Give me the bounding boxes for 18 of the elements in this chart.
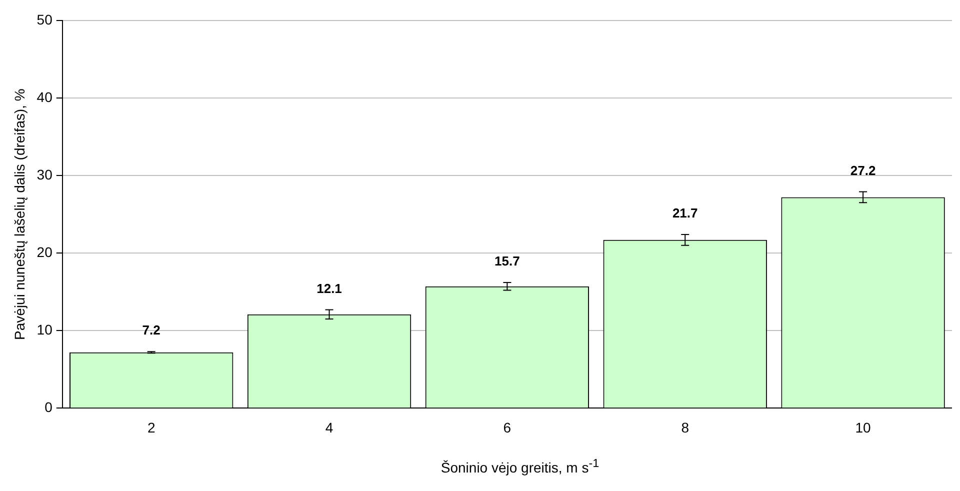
y-tick-label: 30 (36, 166, 53, 182)
x-tick-label: 8 (681, 419, 690, 436)
data-label: 7.2 (142, 322, 160, 338)
x-tick-label: 2 (147, 419, 156, 436)
data-label: 15.7 (494, 254, 520, 269)
x-tick-label: 6 (503, 419, 512, 436)
x-axis-title: Šoninio vėjo greitis, m s$^{-1}$ (440, 457, 600, 476)
x-tick-label: 4 (325, 419, 334, 436)
y-tick-label: 40 (36, 88, 53, 105)
y-tick-label: 20 (36, 244, 53, 260)
x-tick-label: 10 (855, 419, 872, 436)
y-tick-label: 50 (36, 11, 53, 28)
data-label: 27.2 (850, 162, 876, 178)
data-label: 12.1 (316, 280, 342, 296)
y-axis-title: Pavėjui nuneštų lašelių dalis (dreifas), % (11, 88, 28, 340)
y-tick-label: 10 (36, 322, 53, 338)
y-tick-label: 0 (44, 399, 53, 416)
data-label: 21.7 (672, 206, 698, 221)
